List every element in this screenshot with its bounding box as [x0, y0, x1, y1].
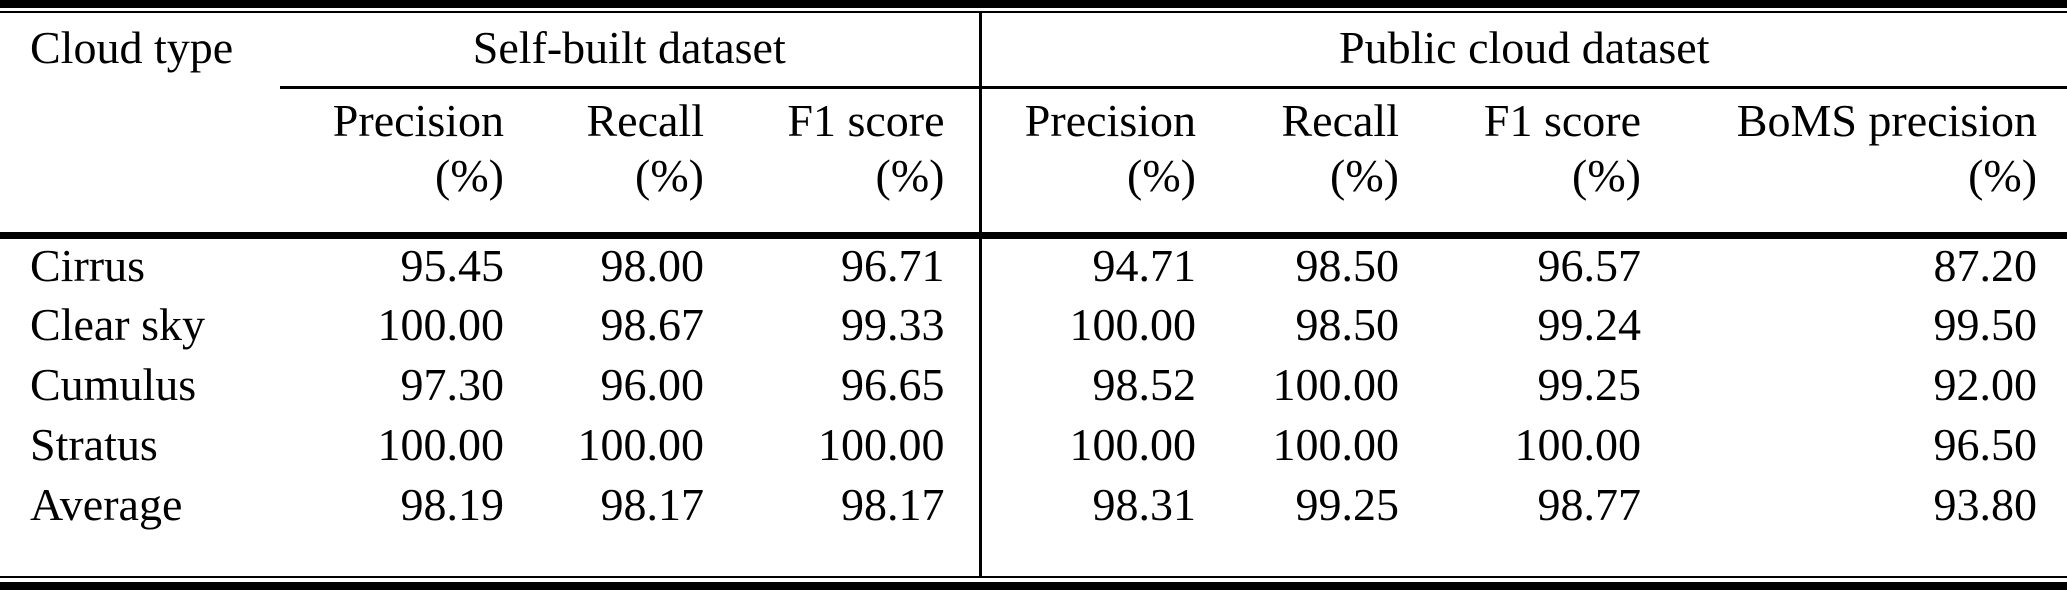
- column-header-boms-precision: BoMS precision: [1736, 95, 2038, 147]
- cell-value: 92.00: [1933, 358, 2038, 410]
- cell-value: 96.50: [1933, 418, 2038, 470]
- cell-value: 98.67: [600, 298, 705, 350]
- cell-value: 98.19: [400, 478, 505, 530]
- cell-value: 97.30: [400, 358, 505, 410]
- column-header-sb-precision: Precision: [332, 95, 504, 147]
- cell-value: 98.17: [841, 478, 945, 530]
- cell-value: 99.50: [1933, 298, 2038, 350]
- cell-value: 98.77: [1537, 478, 1642, 530]
- unit-label: (%): [978, 147, 1202, 239]
- unit-label: (%): [710, 147, 980, 239]
- unit-label: (%): [1405, 147, 1647, 239]
- cell-value: 94.71: [978, 235, 1202, 295]
- row-label: Clear sky: [30, 298, 206, 350]
- unit-label: (%): [1647, 147, 2067, 239]
- cell-value: 96.71: [841, 240, 945, 292]
- cell-value: 96.57: [1537, 240, 1642, 292]
- cell-value: 100.00: [1272, 418, 1400, 470]
- cell-value: 99.25: [1537, 358, 1642, 410]
- cell-value: 98.52: [978, 355, 1202, 415]
- cell-value: 100.00: [978, 415, 1202, 475]
- cell-value: 100.00: [377, 298, 505, 350]
- cell-value: 99.24: [1537, 298, 1642, 350]
- cell-value: 100.00: [1514, 418, 1642, 470]
- column-header-sb-f1-score: F1 score: [787, 95, 945, 147]
- cell-value: 100.00: [818, 418, 945, 470]
- column-header-pc-recall: Recall: [1281, 95, 1400, 147]
- cell-value: 98.17: [600, 478, 705, 530]
- cloud-classification-results-table: Cloud type Self-built dataset Public clo…: [0, 11, 2067, 578]
- cell-value: 100.00: [377, 418, 505, 470]
- cell-value: 98.50: [1295, 240, 1400, 292]
- cell-value: 99.25: [1295, 478, 1400, 530]
- cell-value: 95.45: [400, 240, 505, 292]
- group-header-public-cloud-dataset: Public cloud dataset: [978, 12, 2067, 89]
- bottom-spacer-row: [0, 535, 2067, 577]
- table-row-cirrus: Cirrus 95.45 98.00 96.71 94.71 98.50 96.…: [0, 235, 2067, 295]
- group-header-row: Cloud type Self-built dataset Public clo…: [0, 12, 2067, 239]
- column-header-pc-precision: Precision: [978, 87, 1202, 147]
- cell-value: 93.80: [1933, 478, 2038, 530]
- cell-value: 100.00: [1272, 358, 1400, 410]
- unit-row: (%) (%) (%) (%) (%) (%) (%): [0, 147, 2067, 239]
- group-divider-line: [978, 535, 1202, 577]
- group-header-self-built-dataset: Self-built dataset: [280, 12, 980, 89]
- cell-value: 96.65: [841, 358, 945, 410]
- cell-value: 98.00: [600, 240, 705, 292]
- row-label: Cirrus: [30, 240, 145, 292]
- cell-value: 100.00: [978, 295, 1202, 355]
- cell-value: 99.33: [841, 298, 945, 350]
- row-label: Average: [30, 478, 183, 530]
- unit-label: (%): [510, 147, 710, 239]
- cell-value: 98.31: [978, 475, 1202, 535]
- table-row-average: Average 98.19 98.17 98.17 98.31 99.25 98…: [0, 475, 2067, 535]
- unit-label: (%): [280, 147, 510, 239]
- column-header-row: Precision Recall F1 score Precision Reca…: [0, 87, 2067, 147]
- table-row-cumulus: Cumulus 97.30 96.00 96.65 98.52 100.00 9…: [0, 355, 2067, 415]
- corner-header-cloud-type: Cloud type: [0, 12, 280, 239]
- cell-value: 98.50: [1295, 298, 1400, 350]
- table-row-clear-sky: Clear sky 100.00 98.67 99.33 100.00 98.5…: [0, 295, 2067, 355]
- unit-label: (%): [1202, 147, 1405, 239]
- column-header-sb-recall: Recall: [586, 95, 705, 147]
- cell-value: 100.00: [577, 418, 705, 470]
- row-label: Cumulus: [30, 358, 197, 410]
- cell-value: 96.00: [600, 358, 705, 410]
- cell-value: 87.20: [1933, 240, 2038, 292]
- column-header-pc-f1-score: F1 score: [1483, 95, 1641, 147]
- row-label: Stratus: [30, 418, 158, 470]
- table-row-stratus: Stratus 100.00 100.00 100.00 100.00 100.…: [0, 415, 2067, 475]
